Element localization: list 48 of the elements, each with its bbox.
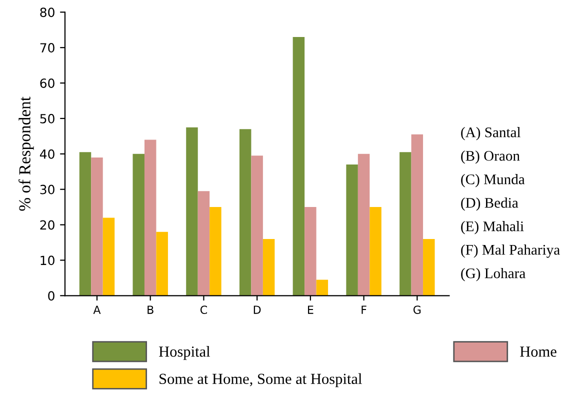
- y-tick-label: 80: [40, 8, 54, 18]
- bar: [411, 134, 424, 296]
- x-tick-label: A: [93, 306, 101, 314]
- y-tick-label: 50: [40, 114, 54, 124]
- y-tick-label: 70: [40, 43, 54, 53]
- x-tick-label: B: [148, 306, 154, 314]
- bar: [144, 140, 156, 296]
- bar: [132, 154, 144, 296]
- bar: [400, 152, 412, 296]
- bar: [292, 36, 305, 296]
- bar: [186, 127, 198, 296]
- legend-label: Home: [520, 346, 556, 357]
- bar: [198, 191, 210, 296]
- bar: [358, 154, 370, 296]
- bar: [239, 129, 252, 296]
- bar: [251, 156, 263, 296]
- x-tick-label: F: [362, 306, 366, 314]
- x-tick-label: C: [200, 306, 207, 314]
- text: (A) Santal: [461, 127, 521, 140]
- x-tick-label: D: [254, 306, 261, 314]
- text: (B) Oraon: [461, 150, 520, 164]
- bar: [79, 152, 92, 296]
- text: (C) Munda: [461, 174, 525, 188]
- y-tick-label: 30: [40, 184, 54, 194]
- legend-label: Hospital: [158, 346, 210, 360]
- y-axis-title: % of Respondent: [18, 96, 34, 211]
- y-tick-label: 10: [40, 256, 54, 266]
- bar: [304, 207, 316, 296]
- bar: [316, 280, 328, 296]
- x-tick-label: E: [308, 306, 314, 314]
- bar: [156, 232, 168, 296]
- bar: [423, 238, 435, 296]
- y-tick-label: 60: [40, 78, 54, 88]
- text: (D) Bedia: [461, 198, 518, 211]
- bar: [210, 207, 222, 296]
- text: (E) Mahali: [461, 220, 524, 234]
- text: (G) Lohara: [461, 268, 526, 282]
- bar: [262, 238, 275, 296]
- x-tick-label: G: [413, 306, 421, 314]
- legend-label: Some at Home, Some at Hospital: [160, 373, 362, 388]
- bar: [102, 218, 115, 296]
- bar: [91, 157, 103, 296]
- bar: [346, 164, 358, 296]
- y-tick-label: 40: [40, 149, 54, 159]
- text: (F) Mal Pahariya: [461, 244, 560, 258]
- y-tick-label: 0: [48, 291, 54, 301]
- y-tick-label: 20: [40, 220, 54, 230]
- bar: [370, 207, 382, 296]
